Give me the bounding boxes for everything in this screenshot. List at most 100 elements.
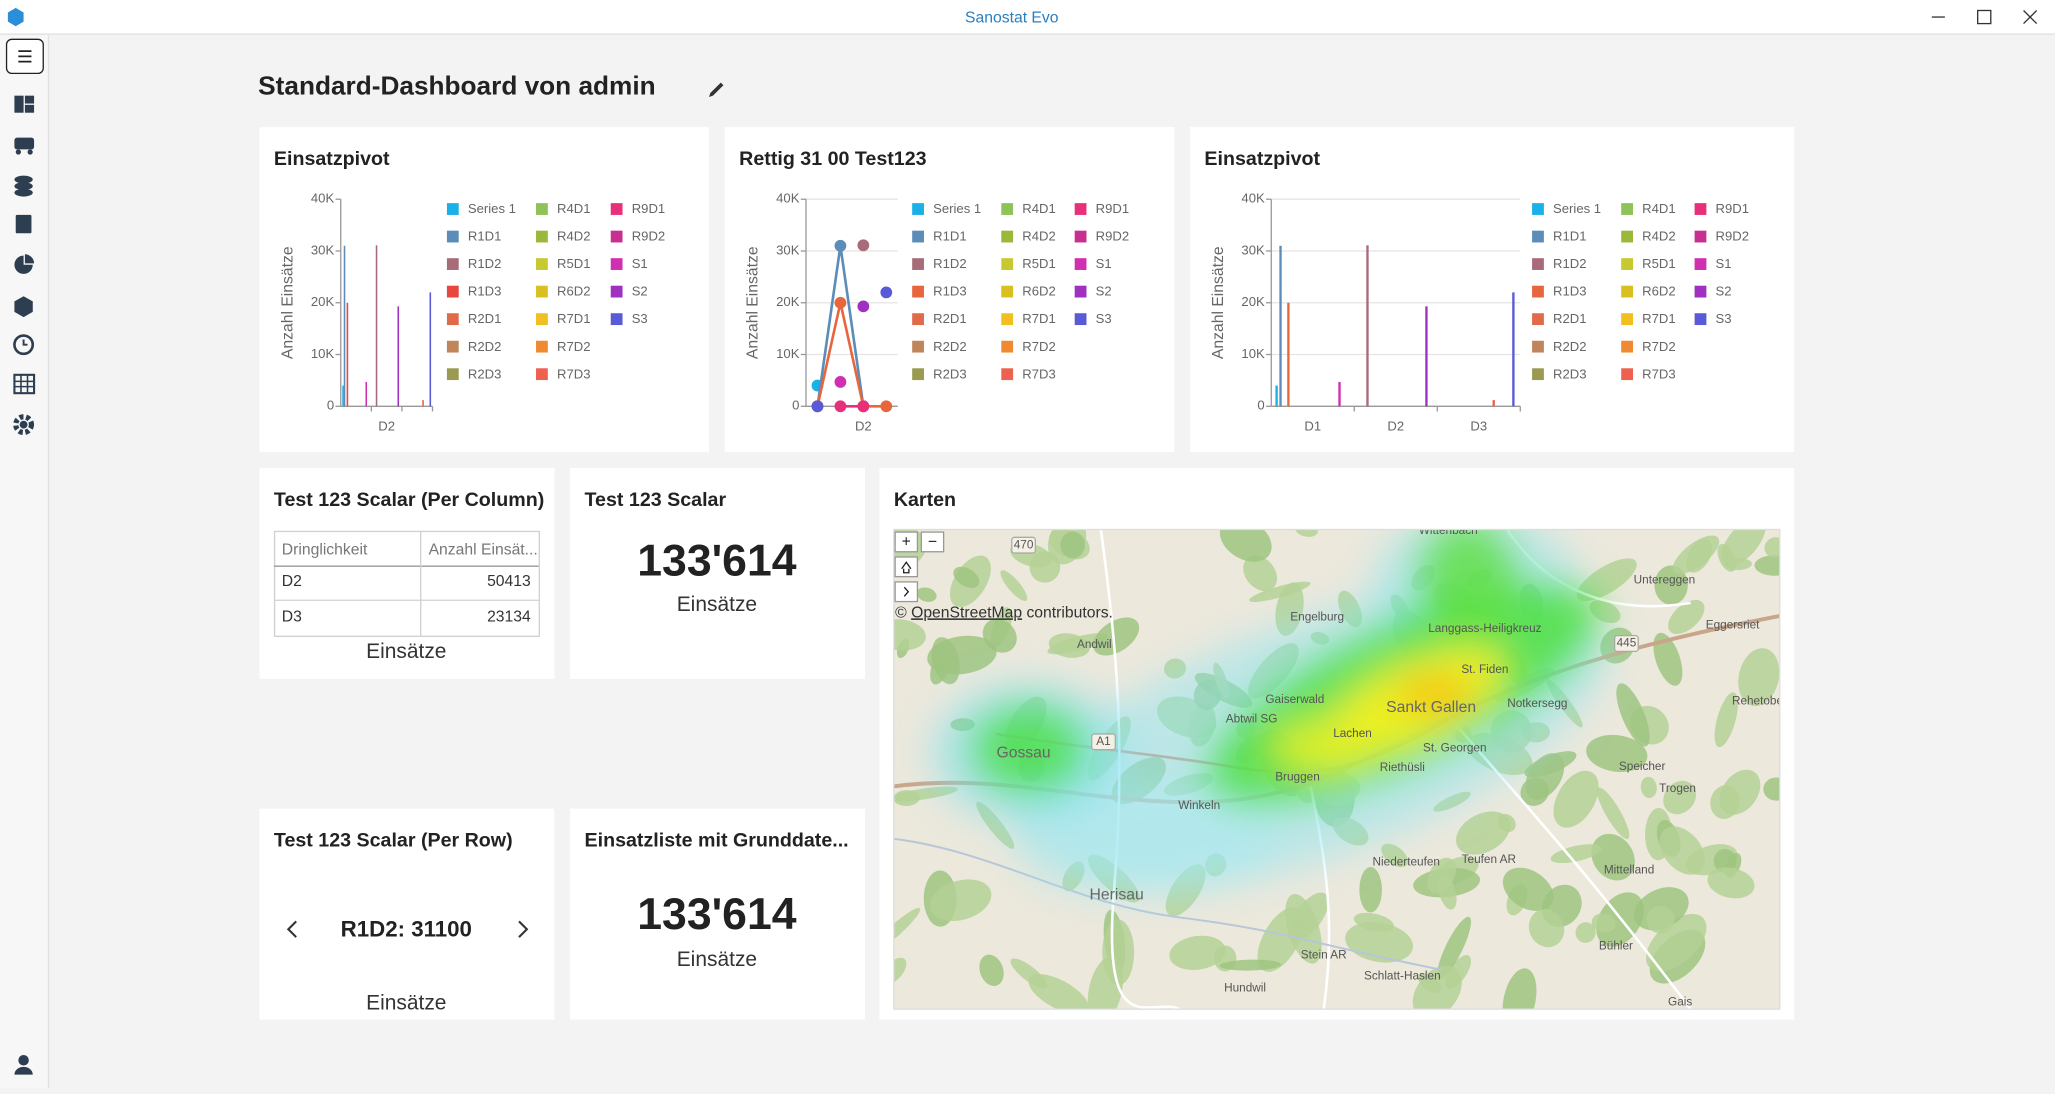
legend-label: R7D2 [557, 339, 590, 354]
forest [1285, 893, 1322, 964]
nav-user[interactable] [18, 1055, 29, 1066]
legend-label: R7D1 [1022, 311, 1055, 326]
legend-label: R2D3 [933, 366, 966, 381]
nav-time[interactable] [13, 334, 35, 356]
point [857, 239, 870, 252]
maximize-button[interactable] [1977, 9, 1992, 25]
forest [1553, 770, 1599, 828]
point [880, 286, 893, 299]
map[interactable]: Gossau Sankt Gallen Herisau Wittenbach Unter… [866, 509, 1794, 1035]
forest [1659, 826, 1705, 875]
forest [953, 566, 980, 588]
legend-label: R4D1 [1022, 201, 1055, 216]
legend-label: R6D2 [1022, 284, 1055, 299]
bar [397, 306, 400, 407]
legend-label: Series 1 [1553, 201, 1601, 216]
forest [1668, 599, 1705, 634]
nav-charts[interactable] [14, 255, 33, 274]
table-header: Anzahl Einsät... [429, 542, 538, 559]
legend-label: R2D1 [933, 311, 966, 326]
legend-swatch [536, 368, 548, 381]
legend-swatch [536, 258, 548, 270]
legend-swatch [1074, 230, 1087, 243]
legend-swatch [536, 230, 548, 243]
legend-label: S1 [1096, 256, 1112, 271]
legend-label: R4D2 [1642, 229, 1675, 244]
legend-swatch [1694, 258, 1707, 270]
nav-dashboards[interactable] [14, 95, 24, 113]
forest [1243, 555, 1278, 592]
map-attribution: © OpenStreetMap contributors. [895, 605, 1113, 622]
next-button[interactable] [518, 920, 529, 938]
card [570, 467, 865, 679]
point [834, 376, 847, 388]
bar [1287, 302, 1290, 407]
forest [1764, 537, 1780, 558]
legend-label: R5D1 [1022, 256, 1055, 271]
forest [1576, 558, 1637, 601]
legend-swatch [912, 258, 924, 270]
scalar-unit: Einsätze [677, 948, 757, 971]
close-button[interactable] [2023, 10, 2038, 25]
card [259, 808, 555, 1020]
map-place: Gais [1668, 996, 1692, 1009]
legend-swatch [1621, 203, 1633, 215]
forest [1028, 974, 1089, 1010]
x-tick-label: D3 [1470, 419, 1487, 434]
map-place: Mittelland [1604, 863, 1654, 876]
expand-button[interactable] [894, 581, 919, 603]
map-place: Gaiserwald [1265, 693, 1324, 706]
legend-swatch [1532, 203, 1544, 215]
nav-tables[interactable] [13, 373, 36, 395]
legend-swatch [446, 203, 459, 215]
map-place: Lachen [1333, 727, 1372, 740]
forest [1591, 833, 1635, 881]
legend-label: R7D1 [557, 311, 590, 326]
zoom-out-button[interactable] [920, 531, 945, 553]
table-cell: D3 [282, 608, 302, 625]
nav-objects[interactable] [14, 296, 33, 318]
app-title: Sanostat Evo [965, 10, 1059, 27]
bar [1425, 306, 1428, 407]
zoom-in-button[interactable] [894, 531, 919, 553]
y-tick-label: 0 [1257, 398, 1264, 413]
legend-swatch [446, 285, 459, 298]
x-tick-label: D2 [378, 419, 395, 434]
bar [343, 245, 346, 407]
map-place: Trogen [1659, 782, 1696, 795]
legend-label: R1D1 [1553, 229, 1586, 244]
bar [365, 381, 368, 407]
forest [1616, 683, 1650, 747]
legend-label: S1 [632, 256, 648, 271]
road-shield [1011, 536, 1037, 554]
legend-label: R7D1 [1642, 311, 1675, 326]
scalar-unit: Einsätze [677, 593, 757, 616]
forest [1048, 633, 1090, 658]
forest [1427, 857, 1456, 894]
y-tick-label: 0 [792, 398, 799, 413]
widget-title: Test 123 Scalar [585, 489, 727, 511]
legend-swatch [446, 313, 459, 326]
forest [1437, 916, 1472, 979]
chart: Einsatzpivot Anzahl Einsätze 0 10K 20K 30K 40K… [1204, 148, 1749, 434]
y-axis-label: Anzahl Einsätze [279, 246, 296, 359]
nav-settings[interactable] [13, 414, 35, 436]
map-place: Speicher [1619, 760, 1666, 773]
sidebar-icons [13, 95, 36, 1075]
legend-label: R7D2 [1022, 339, 1055, 354]
attribution-link[interactable]: OpenStreetMap [911, 605, 1022, 622]
y-tick-label: 10K [311, 346, 335, 361]
edit-button[interactable] [709, 82, 724, 97]
legend-label: R2D2 [468, 339, 501, 354]
legend-swatch [536, 285, 548, 298]
nav-vehicles[interactable] [14, 137, 35, 150]
nav-reports[interactable] [15, 214, 32, 234]
legend-swatch [446, 230, 459, 243]
previous-button[interactable] [286, 920, 297, 938]
menu-icon [18, 50, 32, 63]
legend-label: S3 [632, 311, 648, 326]
map-place: Abtwil SG [1226, 713, 1278, 726]
card [570, 808, 865, 1020]
home-button[interactable] [894, 556, 919, 578]
nav-data[interactable] [14, 175, 33, 184]
